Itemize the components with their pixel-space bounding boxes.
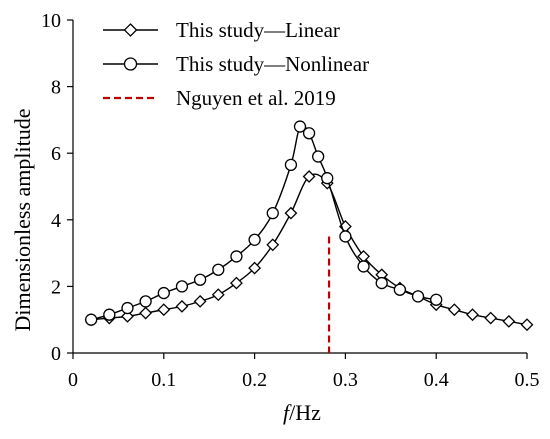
data-point-linear: [121, 309, 134, 323]
data-point-nonlinear: [430, 293, 443, 306]
data-point-linear: [484, 311, 498, 325]
x-tick-label: 0.1: [151, 369, 176, 391]
y-tick-label: 8: [51, 77, 61, 99]
axes: 0 2 4 6 8 10 0 0.1 0.2 0.3 0.4 0.5: [41, 10, 540, 391]
y-axis-label: Dimensionless amplitude: [10, 108, 35, 331]
legend-label-linear: This study—Linear: [176, 18, 340, 42]
legend-marker-linear: [123, 23, 138, 37]
data-point-nonlinear: [157, 286, 170, 300]
data-point-nonlinear: [339, 230, 352, 243]
data-point-nonlinear: [302, 127, 316, 140]
data-point-nonlinear: [212, 263, 225, 276]
y-tick-label: 6: [51, 143, 61, 165]
x-tick-label: 0.2: [242, 369, 267, 391]
data-point-linear: [284, 206, 298, 220]
data-point-nonlinear: [230, 250, 243, 263]
legend-marker-nonlinear: [123, 57, 138, 71]
series-line-linear: [91, 173, 528, 326]
x-axis-label: f/Hz: [283, 400, 321, 425]
data-point-nonlinear: [357, 260, 370, 273]
data-point-linear: [193, 294, 207, 308]
data-point-linear: [157, 303, 171, 317]
legend: This study—Linear This study—Nonlinear Ngu…: [103, 18, 369, 110]
data-point-linear: [230, 276, 243, 290]
y-tick-label: 0: [51, 343, 61, 365]
y-tick-label: 10: [41, 10, 61, 32]
data-point-linear: [520, 318, 534, 332]
data-point-linear: [447, 303, 461, 317]
data-point-nonlinear: [121, 301, 134, 315]
data-point-linear: [466, 308, 479, 322]
data-point-linear: [175, 299, 189, 313]
legend-label-nguyen: Nguyen et al. 2019: [176, 86, 336, 110]
data-point-nonlinear: [375, 276, 388, 290]
data-point-nonlinear: [85, 313, 98, 326]
data-point-nonlinear: [139, 295, 152, 308]
data-point-nonlinear: [248, 233, 261, 246]
data-point-nonlinear: [393, 283, 407, 296]
data-point-nonlinear: [293, 120, 307, 133]
data-point-linear: [139, 306, 153, 320]
series-line-nonlinear: [90, 123, 437, 321]
x-axis-label-italic: f: [283, 400, 292, 425]
data-point-linear: [502, 314, 516, 328]
legend-label-nonlinear: This study—Nonlinear: [176, 52, 369, 76]
data-point-nonlinear: [175, 280, 189, 293]
x-tick-label: 0.4: [424, 369, 449, 391]
data-point-nonlinear: [193, 273, 207, 286]
data-point-nonlinear: [266, 206, 279, 220]
data-point-nonlinear: [312, 150, 325, 163]
data-point-linear: [211, 288, 225, 302]
data-point-nonlinear: [284, 158, 298, 172]
x-tick-label: 0.5: [515, 369, 540, 391]
x-tick-label: 0.3: [333, 369, 358, 391]
x-axis-label-unit: /Hz: [289, 400, 321, 425]
y-tick-label: 4: [51, 210, 61, 232]
plot-area: [84, 120, 534, 353]
data-point-linear: [248, 261, 262, 275]
data-point-nonlinear: [411, 290, 425, 303]
data-point-linear: [266, 238, 280, 252]
data-point-linear: [302, 170, 316, 183]
y-tick-label: 2: [51, 276, 61, 298]
data-point-nonlinear: [321, 172, 334, 185]
data-point-nonlinear: [103, 308, 116, 321]
x-tick-label: 0: [68, 369, 78, 391]
